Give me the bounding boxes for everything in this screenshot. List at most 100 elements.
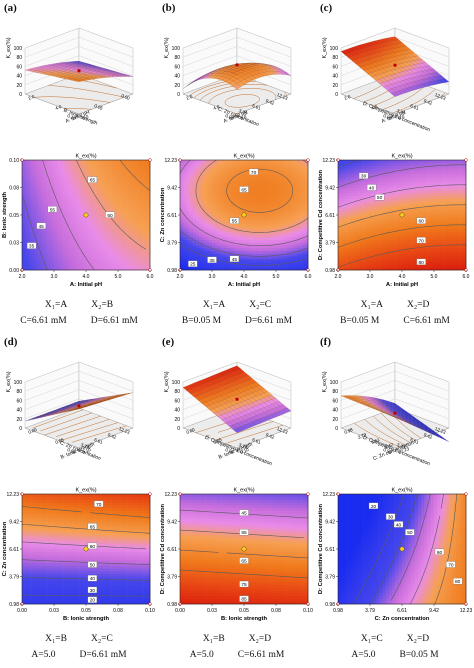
heat-cell (282, 261, 286, 265)
heat-cell (298, 209, 302, 213)
heat-cell (186, 193, 190, 197)
heat-cell (140, 267, 144, 271)
heat-cell (134, 201, 138, 205)
contour-line (91, 189, 94, 194)
heat-cell (360, 220, 364, 224)
heat-cell (279, 168, 283, 172)
heat-cell (279, 234, 283, 238)
heat-cell (301, 182, 306, 186)
heat-cell (60, 223, 64, 227)
heat-cell (231, 250, 235, 254)
heat-cell (212, 187, 216, 191)
heat-cell (108, 190, 112, 194)
heat-cell (186, 162, 190, 166)
heat-cell (86, 250, 90, 254)
heat-cell (196, 212, 200, 216)
heat-cell (224, 250, 229, 254)
heat-cell (341, 223, 345, 227)
heat-cell (247, 223, 251, 227)
heat-cell (295, 187, 299, 191)
heat-cell (143, 195, 148, 199)
heat-cell (34, 209, 39, 213)
heat-cell (228, 239, 232, 243)
heat-cell (63, 237, 68, 241)
heat-cell (137, 239, 141, 243)
heat-cell (269, 182, 274, 186)
heat-cell (263, 179, 267, 183)
heat-cell (102, 261, 106, 265)
heat-cell (186, 250, 190, 254)
heat-cell (57, 259, 61, 263)
heat-cell (44, 228, 48, 232)
heat-cell (57, 206, 61, 210)
heat-cell (22, 217, 26, 221)
heat-cell (105, 176, 109, 180)
heat-cell (89, 217, 93, 221)
heat-cell (221, 226, 226, 230)
heat-cell (250, 201, 254, 205)
heat-cell (143, 264, 148, 268)
heat-cell (231, 160, 235, 164)
heat-cell (224, 162, 229, 166)
heat-cell (288, 264, 293, 268)
contour-line (303, 160, 309, 164)
heat-cell (212, 231, 216, 235)
heat-cell (130, 253, 135, 257)
heat-cell (140, 212, 144, 216)
contour-value-label: 25 (190, 262, 196, 268)
heat-cell (363, 198, 368, 202)
heat-cell (98, 248, 103, 252)
heat-cell (25, 237, 29, 241)
heat-cell (234, 179, 238, 183)
heat-cell (347, 198, 352, 202)
heat-cell (202, 234, 206, 238)
heat-cell (108, 264, 112, 268)
heat-cell (244, 184, 248, 188)
heat-cell (121, 176, 125, 180)
heat-cell (244, 245, 248, 249)
heat-cell (186, 187, 190, 191)
caption-x1: X₁=A (44, 300, 68, 310)
heat-cell (347, 267, 352, 271)
heat-cell (234, 248, 238, 252)
heat-cell (298, 173, 302, 177)
heat-cell (76, 165, 80, 169)
heat-cell (234, 234, 238, 238)
heat-cell (118, 267, 122, 271)
heat-cell (140, 231, 144, 235)
heat-cell (143, 215, 148, 219)
heat-cell (118, 228, 122, 232)
heat-cell (121, 256, 125, 260)
heat-cell (260, 206, 264, 210)
heat-cell (44, 212, 48, 216)
heat-cell (218, 217, 222, 221)
heat-cell (60, 217, 64, 221)
heat-cell (282, 193, 286, 197)
heat-cell (301, 209, 306, 213)
contour-line (232, 175, 236, 179)
heat-cell (263, 187, 267, 191)
heat-cell (124, 253, 128, 257)
heat-cell (212, 215, 216, 219)
heat-cell (137, 176, 141, 180)
heat-cell (60, 168, 64, 172)
contour-line (93, 192, 95, 195)
heat-cell (341, 193, 345, 197)
heat-cell (240, 228, 245, 232)
heat-cell (95, 223, 100, 227)
heat-cell (25, 187, 29, 191)
heat-cell (208, 245, 213, 249)
heat-cell (108, 259, 112, 263)
heat-cell (183, 220, 187, 224)
heat-cell (228, 171, 232, 175)
heat-cell (301, 198, 306, 202)
contour-line (226, 241, 232, 243)
heat-cell (192, 162, 197, 166)
heat-cell (66, 245, 71, 249)
heat-cell (86, 237, 90, 241)
heat-cell (186, 242, 190, 246)
heat-cell (31, 237, 36, 241)
heat-cell (212, 223, 216, 227)
heat-cell (199, 217, 203, 221)
heat-cell (114, 226, 119, 230)
